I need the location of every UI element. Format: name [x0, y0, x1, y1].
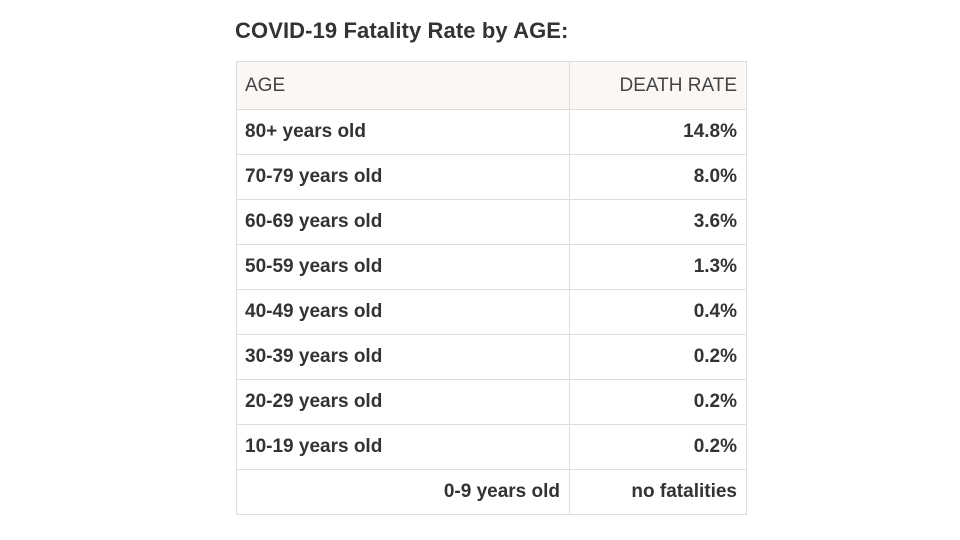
death-rate-column-header: DEATH RATE [569, 61, 747, 110]
age-cell: 60-69 years old [236, 199, 570, 245]
table-row: 80+ years old 14.8% [236, 109, 747, 155]
death-rate-cell: 0.2% [569, 424, 747, 470]
age-column-header: AGE [236, 61, 570, 110]
age-cell: 40-49 years old [236, 289, 570, 335]
death-rate-cell: no fatalities [569, 469, 747, 515]
death-rate-cell: 0.4% [569, 289, 747, 335]
age-cell: 70-79 years old [236, 154, 570, 200]
death-rate-cell: 8.0% [569, 154, 747, 200]
age-cell: 20-29 years old [236, 379, 570, 425]
table-row: 60-69 years old 3.6% [236, 199, 747, 245]
table-row: 50-59 years old 1.3% [236, 244, 747, 290]
death-rate-cell: 0.2% [569, 379, 747, 425]
age-cell: 50-59 years old [236, 244, 570, 290]
death-rate-cell: 14.8% [569, 109, 747, 155]
table-header-row: AGE DEATH RATE [236, 61, 747, 110]
death-rate-cell: 0.2% [569, 334, 747, 380]
table-row: 20-29 years old 0.2% [236, 379, 747, 425]
age-cell: 0-9 years old [236, 469, 570, 515]
fatality-rate-table: AGE DEATH RATE 80+ years old 14.8% 70-79… [236, 61, 747, 515]
page-title: COVID-19 Fatality Rate by AGE: [235, 18, 569, 43]
age-cell: 80+ years old [236, 109, 570, 155]
age-cell: 10-19 years old [236, 424, 570, 470]
death-rate-cell: 1.3% [569, 244, 747, 290]
table-row: 10-19 years old 0.2% [236, 424, 747, 470]
death-rate-cell: 3.6% [569, 199, 747, 245]
age-cell: 30-39 years old [236, 334, 570, 380]
table-row: 70-79 years old 8.0% [236, 154, 747, 200]
table-row: 40-49 years old 0.4% [236, 289, 747, 335]
table-row: 30-39 years old 0.2% [236, 334, 747, 380]
table-row: 0-9 years old no fatalities [236, 469, 747, 515]
